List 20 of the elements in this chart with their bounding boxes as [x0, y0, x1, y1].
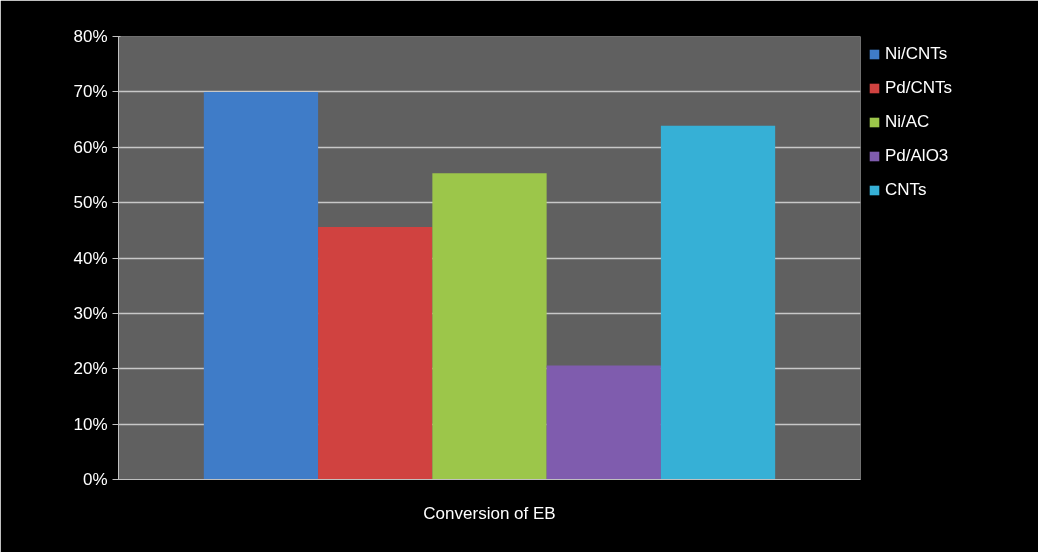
bar	[203, 91, 319, 480]
legend-label: Pd/AlO3	[885, 146, 950, 166]
legend-label: Pd/CNTs	[885, 78, 954, 98]
bar	[432, 173, 547, 480]
bar	[546, 365, 661, 480]
y-tick-label: 60%	[73, 137, 108, 157]
y-tick-label: 0%	[82, 470, 108, 489]
legend-label: CNTs	[885, 180, 928, 200]
y-tick-label: 40%	[73, 248, 108, 268]
y-tick-label: 50%	[73, 193, 108, 213]
y-tick-label: 70%	[73, 82, 108, 102]
legend-label: Ni/CNTs	[885, 44, 949, 64]
y-tick-label: 10%	[73, 414, 108, 434]
y-tick-label: 80%	[73, 27, 108, 46]
bar	[318, 226, 433, 480]
legend-label: Ni/AC	[885, 112, 931, 132]
x-tick-label: Conversion of EB	[423, 503, 556, 523]
y-tick-label: 30%	[73, 303, 108, 323]
bar	[660, 125, 776, 480]
y-tick-label: 20%	[73, 359, 108, 379]
